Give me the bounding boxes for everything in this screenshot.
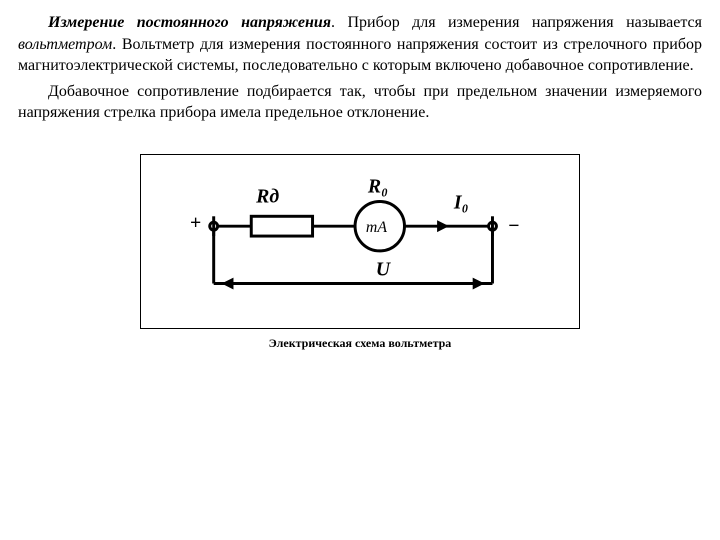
plus-label: + — [190, 212, 201, 234]
u-arrow-right — [473, 278, 485, 290]
circuit-svg: + Rд mA R₀ I₀ − — [141, 155, 579, 328]
para1-text2: . Вольтметр для измерения постоянного на… — [18, 36, 702, 75]
circuit-diagram: + Rд mA R₀ I₀ − — [140, 154, 580, 329]
paragraph-2: Добавочное сопротивление подбирается так… — [18, 81, 702, 124]
diagram-caption: Электрическая схема вольтметра — [140, 335, 580, 351]
para2-text: Добавочное сопротивление подбирается так… — [18, 83, 702, 122]
term-voltmeter: вольтметром — [18, 36, 112, 53]
para1-text1: . Прибор для измерения напряжения называ… — [331, 14, 702, 31]
rd-label: Rд — [255, 185, 279, 207]
r0-label: R₀ — [367, 176, 388, 198]
meter-label: mA — [366, 219, 387, 236]
diagram-container: + Rд mA R₀ I₀ − — [140, 154, 580, 351]
section-title: Измерение постоянного напряжения — [48, 14, 331, 31]
resistor-rd — [251, 216, 312, 236]
u-label: U — [376, 259, 392, 281]
i0-label: I₀ — [453, 191, 469, 213]
u-arrow-left — [222, 278, 234, 290]
minus-label: − — [508, 215, 519, 237]
current-arrow — [437, 220, 449, 232]
paragraph-1: Измерение постоянного напряжения. Прибор… — [18, 12, 702, 77]
